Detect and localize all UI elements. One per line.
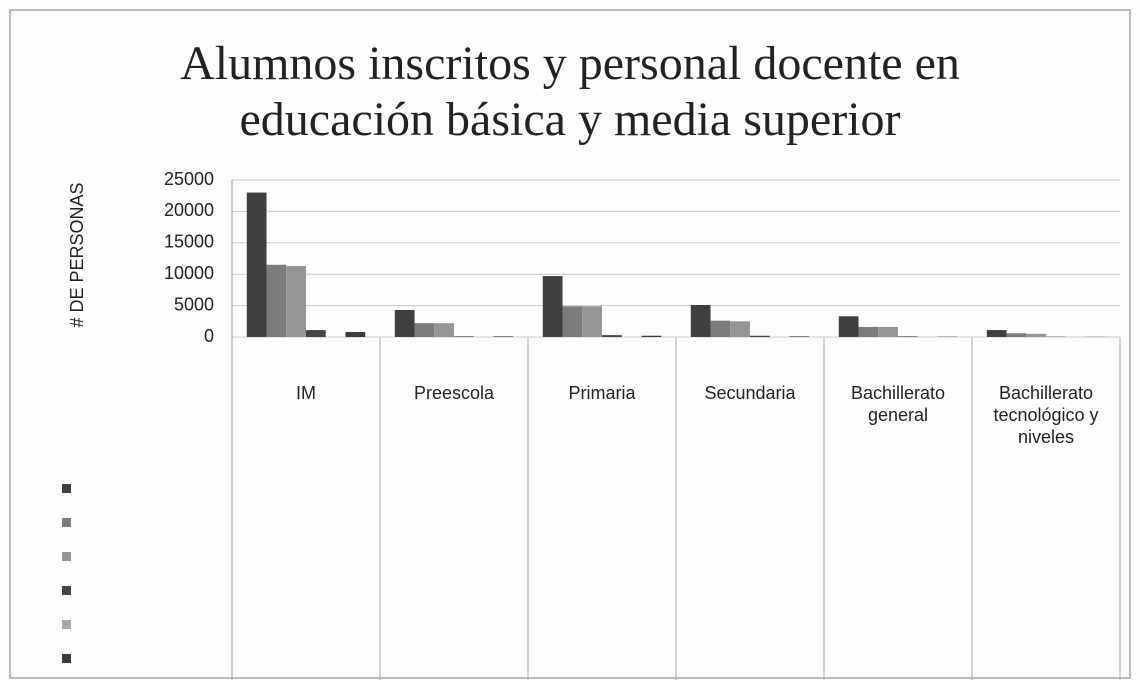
bar	[345, 331, 366, 337]
y-tick-label: 15000	[164, 232, 214, 252]
bar	[542, 276, 563, 337]
bar	[266, 264, 287, 337]
bar	[1026, 333, 1046, 337]
bar	[286, 266, 306, 337]
bar	[986, 330, 1007, 337]
y-tick-label: 10000	[164, 263, 214, 283]
bar	[493, 336, 514, 337]
x-tick-label: Bachillerato general	[850, 383, 946, 425]
y-axis-title: # DE PERSONAS	[67, 182, 87, 327]
x-tick-label: Bachillerato tecnológico y niveles	[993, 383, 1099, 447]
legend-swatch	[62, 654, 71, 663]
bar	[434, 323, 454, 337]
bar	[562, 306, 583, 337]
legend-swatch	[62, 586, 71, 595]
bar	[1006, 333, 1027, 337]
x-tick-label: Preescola	[413, 383, 495, 403]
bar	[306, 330, 326, 337]
bar	[602, 335, 622, 337]
bar	[690, 304, 711, 337]
y-tick-label: 5000	[174, 294, 214, 314]
legend-swatch	[62, 552, 71, 561]
legend-swatch	[62, 518, 71, 527]
bar	[789, 336, 810, 337]
chart-frame	[9, 9, 1131, 679]
bar	[878, 326, 898, 337]
y-tick-label: 20000	[164, 200, 214, 220]
bar	[394, 309, 415, 337]
bar	[838, 316, 859, 337]
bar	[858, 326, 879, 337]
bar	[750, 335, 770, 337]
y-tick-label: 0	[204, 326, 214, 346]
y-tick-label: 25000	[164, 169, 214, 189]
chart-title: Alumnos inscritos y personal docente en …	[180, 37, 960, 146]
bar	[641, 335, 662, 337]
bar	[454, 336, 474, 337]
bar	[710, 320, 731, 337]
bar	[246, 192, 267, 337]
bar	[730, 321, 750, 337]
bar	[414, 323, 435, 337]
legend-swatch	[62, 484, 71, 493]
x-tick-label: Primaria	[568, 383, 636, 403]
x-tick-label: IM	[296, 383, 316, 403]
x-tick-label: Secundaria	[704, 383, 796, 403]
bar	[582, 306, 602, 337]
bar	[898, 336, 918, 337]
legend-swatch	[62, 620, 71, 629]
